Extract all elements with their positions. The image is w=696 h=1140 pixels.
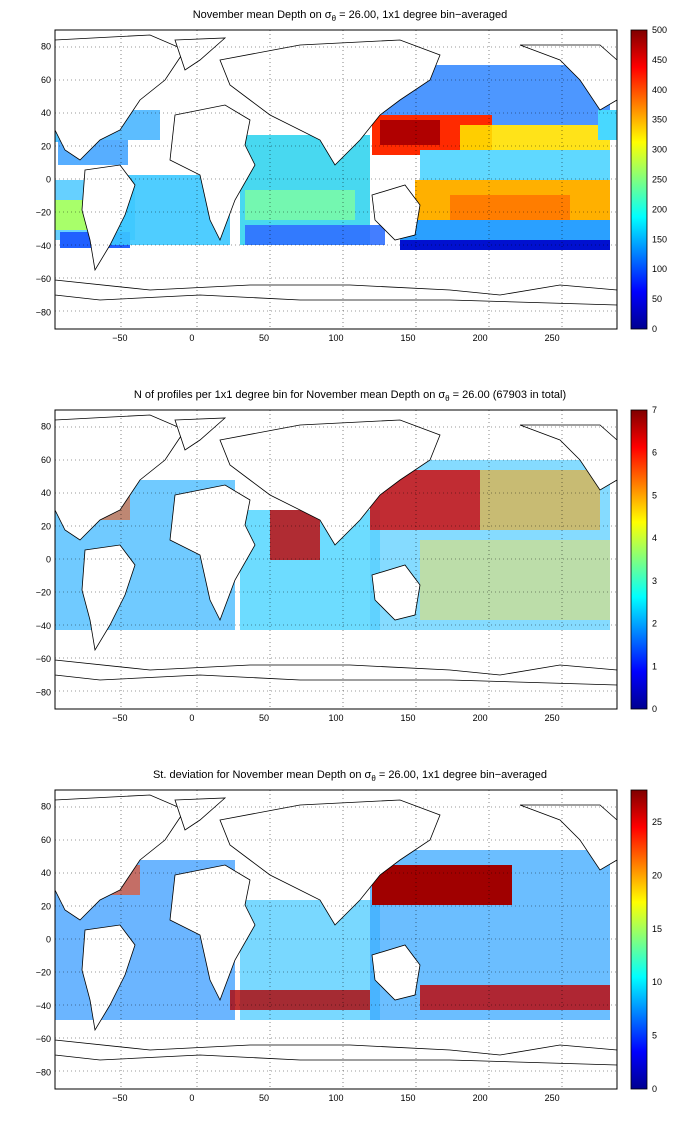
colorbar-tick-label: 1 bbox=[652, 661, 657, 671]
x-tick-labels: −50 0 50 100 150 200 250 bbox=[112, 333, 559, 343]
colorbar-tick-label: 450 bbox=[652, 55, 667, 65]
x-tick-labels: −50 0 50 100 150 200 250 bbox=[112, 1093, 559, 1103]
y-tick-label: −20 bbox=[36, 968, 51, 978]
y-tick-label: −60 bbox=[36, 1034, 51, 1044]
y-tick-label: 0 bbox=[46, 555, 51, 565]
y-tick-label: −40 bbox=[36, 621, 51, 631]
gridlines bbox=[55, 410, 617, 709]
y-tick-label: −20 bbox=[36, 588, 51, 598]
colorbar-tick-label: 3 bbox=[652, 576, 657, 586]
colorbar-tick-label: 200 bbox=[652, 204, 667, 214]
colorbar-tick-labels: 0 50 100 150 200 250 300 350 400 450 500 bbox=[652, 25, 667, 334]
x-tick-label: 100 bbox=[328, 713, 343, 723]
colorbar-tick-labels: 0 5 10 15 20 25 bbox=[652, 817, 662, 1094]
y-tick-label: 60 bbox=[41, 75, 51, 85]
y-tick-label: 60 bbox=[41, 455, 51, 465]
x-tick-label: 0 bbox=[189, 333, 194, 343]
x-tick-label: 200 bbox=[473, 1093, 488, 1103]
panel-std-deviation: St. deviation for November mean Depth on… bbox=[36, 769, 662, 1103]
colorbar-tick-label: 5 bbox=[652, 1031, 657, 1041]
y-tick-labels: 80 60 40 20 0 −20 −40 −60 −80 bbox=[36, 802, 51, 1078]
colorbar-tick-label: 300 bbox=[652, 145, 667, 155]
colorbar-tick-label: 150 bbox=[652, 234, 667, 244]
colorbar-tick-label: 5 bbox=[652, 490, 657, 500]
x-tick-label: 150 bbox=[401, 1093, 416, 1103]
y-tick-label: 40 bbox=[41, 108, 51, 118]
colorbar-tick-label: 6 bbox=[652, 448, 657, 458]
colorbar-tick-label: 500 bbox=[652, 25, 667, 35]
y-tick-label: −60 bbox=[36, 274, 51, 284]
y-tick-label: 60 bbox=[41, 835, 51, 845]
x-tick-label: −50 bbox=[112, 713, 127, 723]
x-tick-label: 0 bbox=[189, 713, 194, 723]
y-tick-label: 0 bbox=[46, 175, 51, 185]
x-tick-label: 150 bbox=[401, 713, 416, 723]
coastlines bbox=[55, 414, 617, 686]
coastlines bbox=[55, 34, 617, 306]
x-tick-label: 250 bbox=[545, 1093, 560, 1103]
gridlines bbox=[55, 790, 617, 1089]
colorbar bbox=[630, 789, 648, 1090]
colorbar-tick-label: 2 bbox=[652, 619, 657, 629]
y-tick-label: −40 bbox=[36, 241, 51, 251]
panel-profile-count: N of profiles per 1x1 degree bin for Nov… bbox=[36, 389, 657, 723]
x-tick-label: 50 bbox=[259, 1093, 269, 1103]
colorbar-tick-label: 10 bbox=[652, 977, 662, 987]
colorbar-tick-label: 250 bbox=[652, 175, 667, 185]
y-tick-labels: 80 60 40 20 0 −20 −40 −60 −80 bbox=[36, 42, 51, 318]
y-tick-labels: 80 60 40 20 0 −20 −40 −60 −80 bbox=[36, 422, 51, 698]
panel-mean-depth: November mean Depth on σθ = 26.00, 1x1 d… bbox=[36, 9, 667, 343]
colorbar-tick-label: 0 bbox=[652, 704, 657, 714]
y-tick-label: 80 bbox=[41, 802, 51, 812]
panel-title: November mean Depth on σθ = 26.00, 1x1 d… bbox=[193, 9, 508, 23]
x-tick-label: 250 bbox=[545, 333, 560, 343]
colorbar-tick-label: 7 bbox=[652, 405, 657, 415]
gridlines bbox=[55, 30, 617, 329]
x-tick-label: 50 bbox=[259, 713, 269, 723]
coastlines bbox=[55, 794, 617, 1066]
y-tick-label: −40 bbox=[36, 1001, 51, 1011]
y-tick-label: −20 bbox=[36, 208, 51, 218]
colorbar-tick-label: 20 bbox=[652, 870, 662, 880]
colorbar-tick-label: 25 bbox=[652, 817, 662, 827]
colorbar-tick-label: 0 bbox=[652, 1084, 657, 1094]
panel-title: St. deviation for November mean Depth on… bbox=[153, 769, 547, 783]
x-tick-label: 250 bbox=[545, 713, 560, 723]
y-tick-label: 20 bbox=[41, 901, 51, 911]
x-tick-label: −50 bbox=[112, 1093, 127, 1103]
y-tick-label: 80 bbox=[41, 42, 51, 52]
x-tick-label: 0 bbox=[189, 1093, 194, 1103]
colorbar-tick-label: 4 bbox=[652, 533, 657, 543]
y-tick-label: −60 bbox=[36, 654, 51, 664]
colorbar bbox=[630, 409, 648, 710]
colorbar-tick-label: 0 bbox=[652, 324, 657, 334]
y-tick-label: 40 bbox=[41, 868, 51, 878]
panel-title: N of profiles per 1x1 degree bin for Nov… bbox=[134, 389, 566, 403]
x-tick-label: 200 bbox=[473, 713, 488, 723]
y-tick-label: −80 bbox=[36, 307, 51, 317]
colorbar-tick-label: 400 bbox=[652, 85, 667, 95]
colorbar-tick-labels: 0 1 2 3 4 5 6 7 bbox=[652, 405, 657, 714]
x-tick-label: 150 bbox=[401, 333, 416, 343]
y-tick-label: −80 bbox=[36, 687, 51, 697]
x-tick-label: 50 bbox=[259, 333, 269, 343]
x-tick-label: 100 bbox=[328, 333, 343, 343]
colorbar bbox=[630, 29, 648, 330]
colorbar-tick-label: 50 bbox=[652, 294, 662, 304]
y-tick-label: 20 bbox=[41, 521, 51, 531]
y-tick-label: 40 bbox=[41, 488, 51, 498]
colorbar-tick-label: 15 bbox=[652, 924, 662, 934]
x-tick-labels: −50 0 50 100 150 200 250 bbox=[112, 713, 559, 723]
colorbar-tick-label: 350 bbox=[652, 115, 667, 125]
colorbar-tick-label: 100 bbox=[652, 264, 667, 274]
x-tick-label: −50 bbox=[112, 333, 127, 343]
y-tick-label: 0 bbox=[46, 935, 51, 945]
x-tick-label: 200 bbox=[473, 333, 488, 343]
x-tick-label: 100 bbox=[328, 1093, 343, 1103]
y-tick-label: −80 bbox=[36, 1067, 51, 1077]
y-tick-label: 20 bbox=[41, 141, 51, 151]
y-tick-label: 80 bbox=[41, 422, 51, 432]
